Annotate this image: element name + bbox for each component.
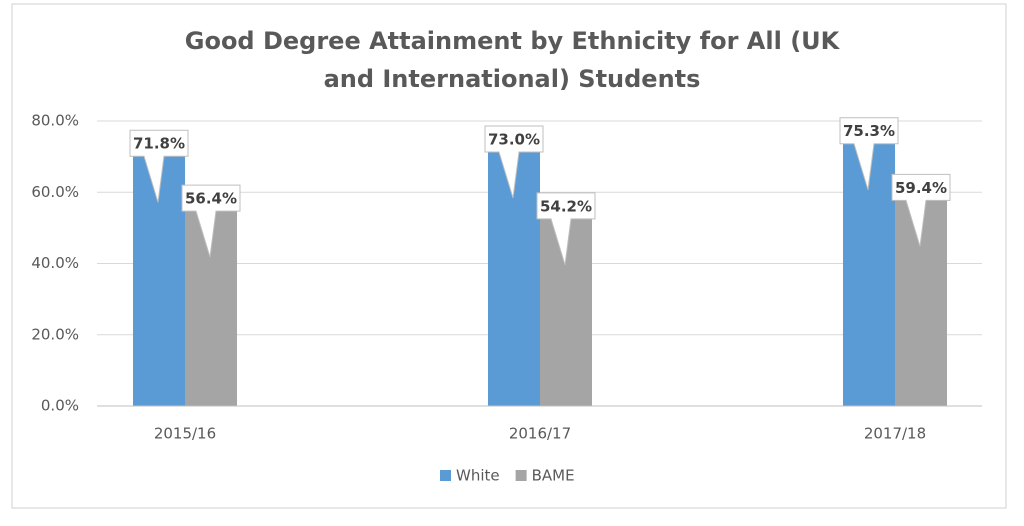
chart-title: Good Degree Attainment by Ethnicity for … xyxy=(184,27,840,93)
y-tick-label: 40.0% xyxy=(31,254,79,272)
x-tick-label: 2017/18 xyxy=(864,425,926,443)
callout xyxy=(536,192,596,266)
legend-swatch xyxy=(440,470,451,481)
callout xyxy=(839,117,899,190)
value-label: 75.3% xyxy=(843,122,895,140)
callout xyxy=(891,173,951,247)
y-tick-label: 0.0% xyxy=(41,397,79,415)
callout xyxy=(129,129,189,203)
y-tick-label: 20.0% xyxy=(31,325,79,343)
x-tick-label: 2015/16 xyxy=(154,425,216,443)
callout xyxy=(181,184,241,258)
callout xyxy=(484,125,544,199)
value-label: 71.8% xyxy=(133,135,185,153)
legend-swatch xyxy=(515,470,527,481)
x-tick-label: 2016/17 xyxy=(509,425,571,443)
legend-label: White xyxy=(456,467,500,485)
value-label: 73.0% xyxy=(488,130,540,148)
legend-label: BAME xyxy=(532,467,575,485)
value-label: 59.4% xyxy=(895,179,947,197)
y-tick-label: 60.0% xyxy=(31,183,79,201)
value-label: 54.2% xyxy=(540,197,592,215)
value-label: 56.4% xyxy=(185,190,237,208)
y-tick-label: 80.0% xyxy=(31,112,79,130)
